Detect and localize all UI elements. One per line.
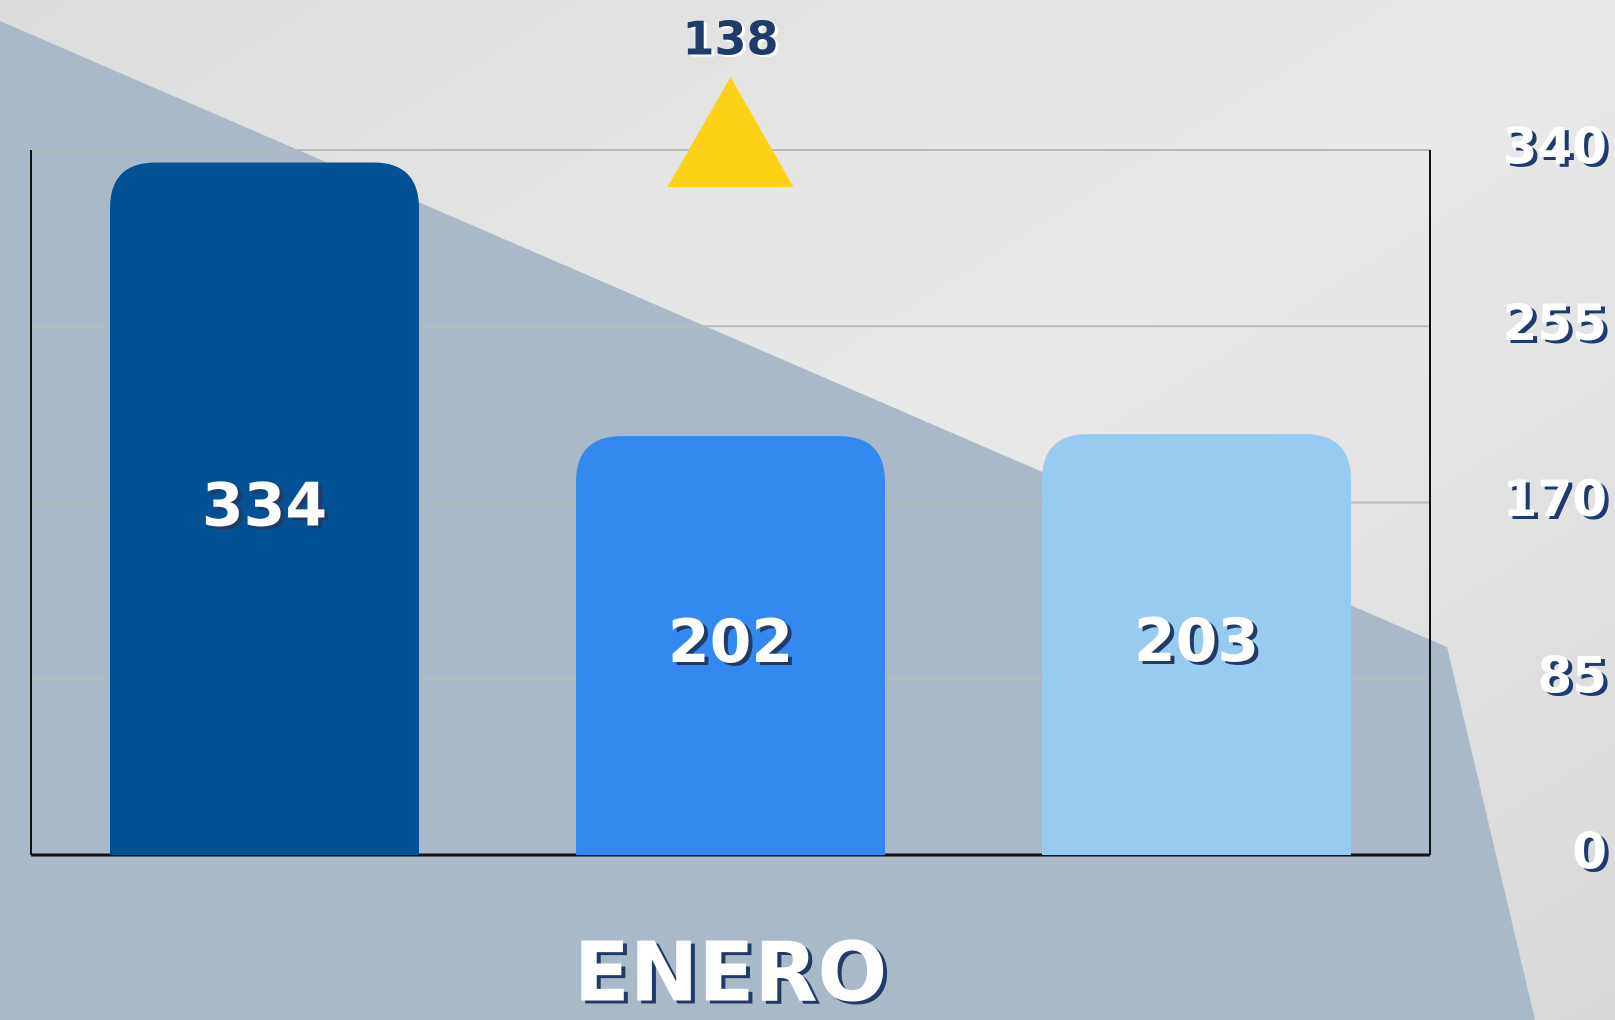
y-tick-label: 0 bbox=[1572, 823, 1607, 881]
annotation-marker bbox=[667, 77, 794, 187]
bar bbox=[576, 436, 885, 855]
annotation-label: 138 bbox=[682, 12, 778, 66]
value-label: 334 bbox=[202, 470, 327, 540]
x-tick-label: ENERO bbox=[574, 925, 888, 1020]
bar bbox=[1042, 434, 1351, 855]
bars bbox=[110, 162, 1351, 856]
labels: 0 85 170 255 340 ENERO 334 202 203 138 bbox=[202, 12, 1607, 1020]
bar bbox=[110, 162, 419, 856]
y-tick-label: 340 bbox=[1503, 118, 1607, 176]
value-label: 202 bbox=[668, 607, 793, 677]
y-tick-label: 85 bbox=[1537, 646, 1607, 704]
y-tick-label: 255 bbox=[1503, 294, 1607, 352]
value-label: 203 bbox=[1134, 606, 1259, 676]
y-tick-label: 170 bbox=[1503, 470, 1607, 528]
